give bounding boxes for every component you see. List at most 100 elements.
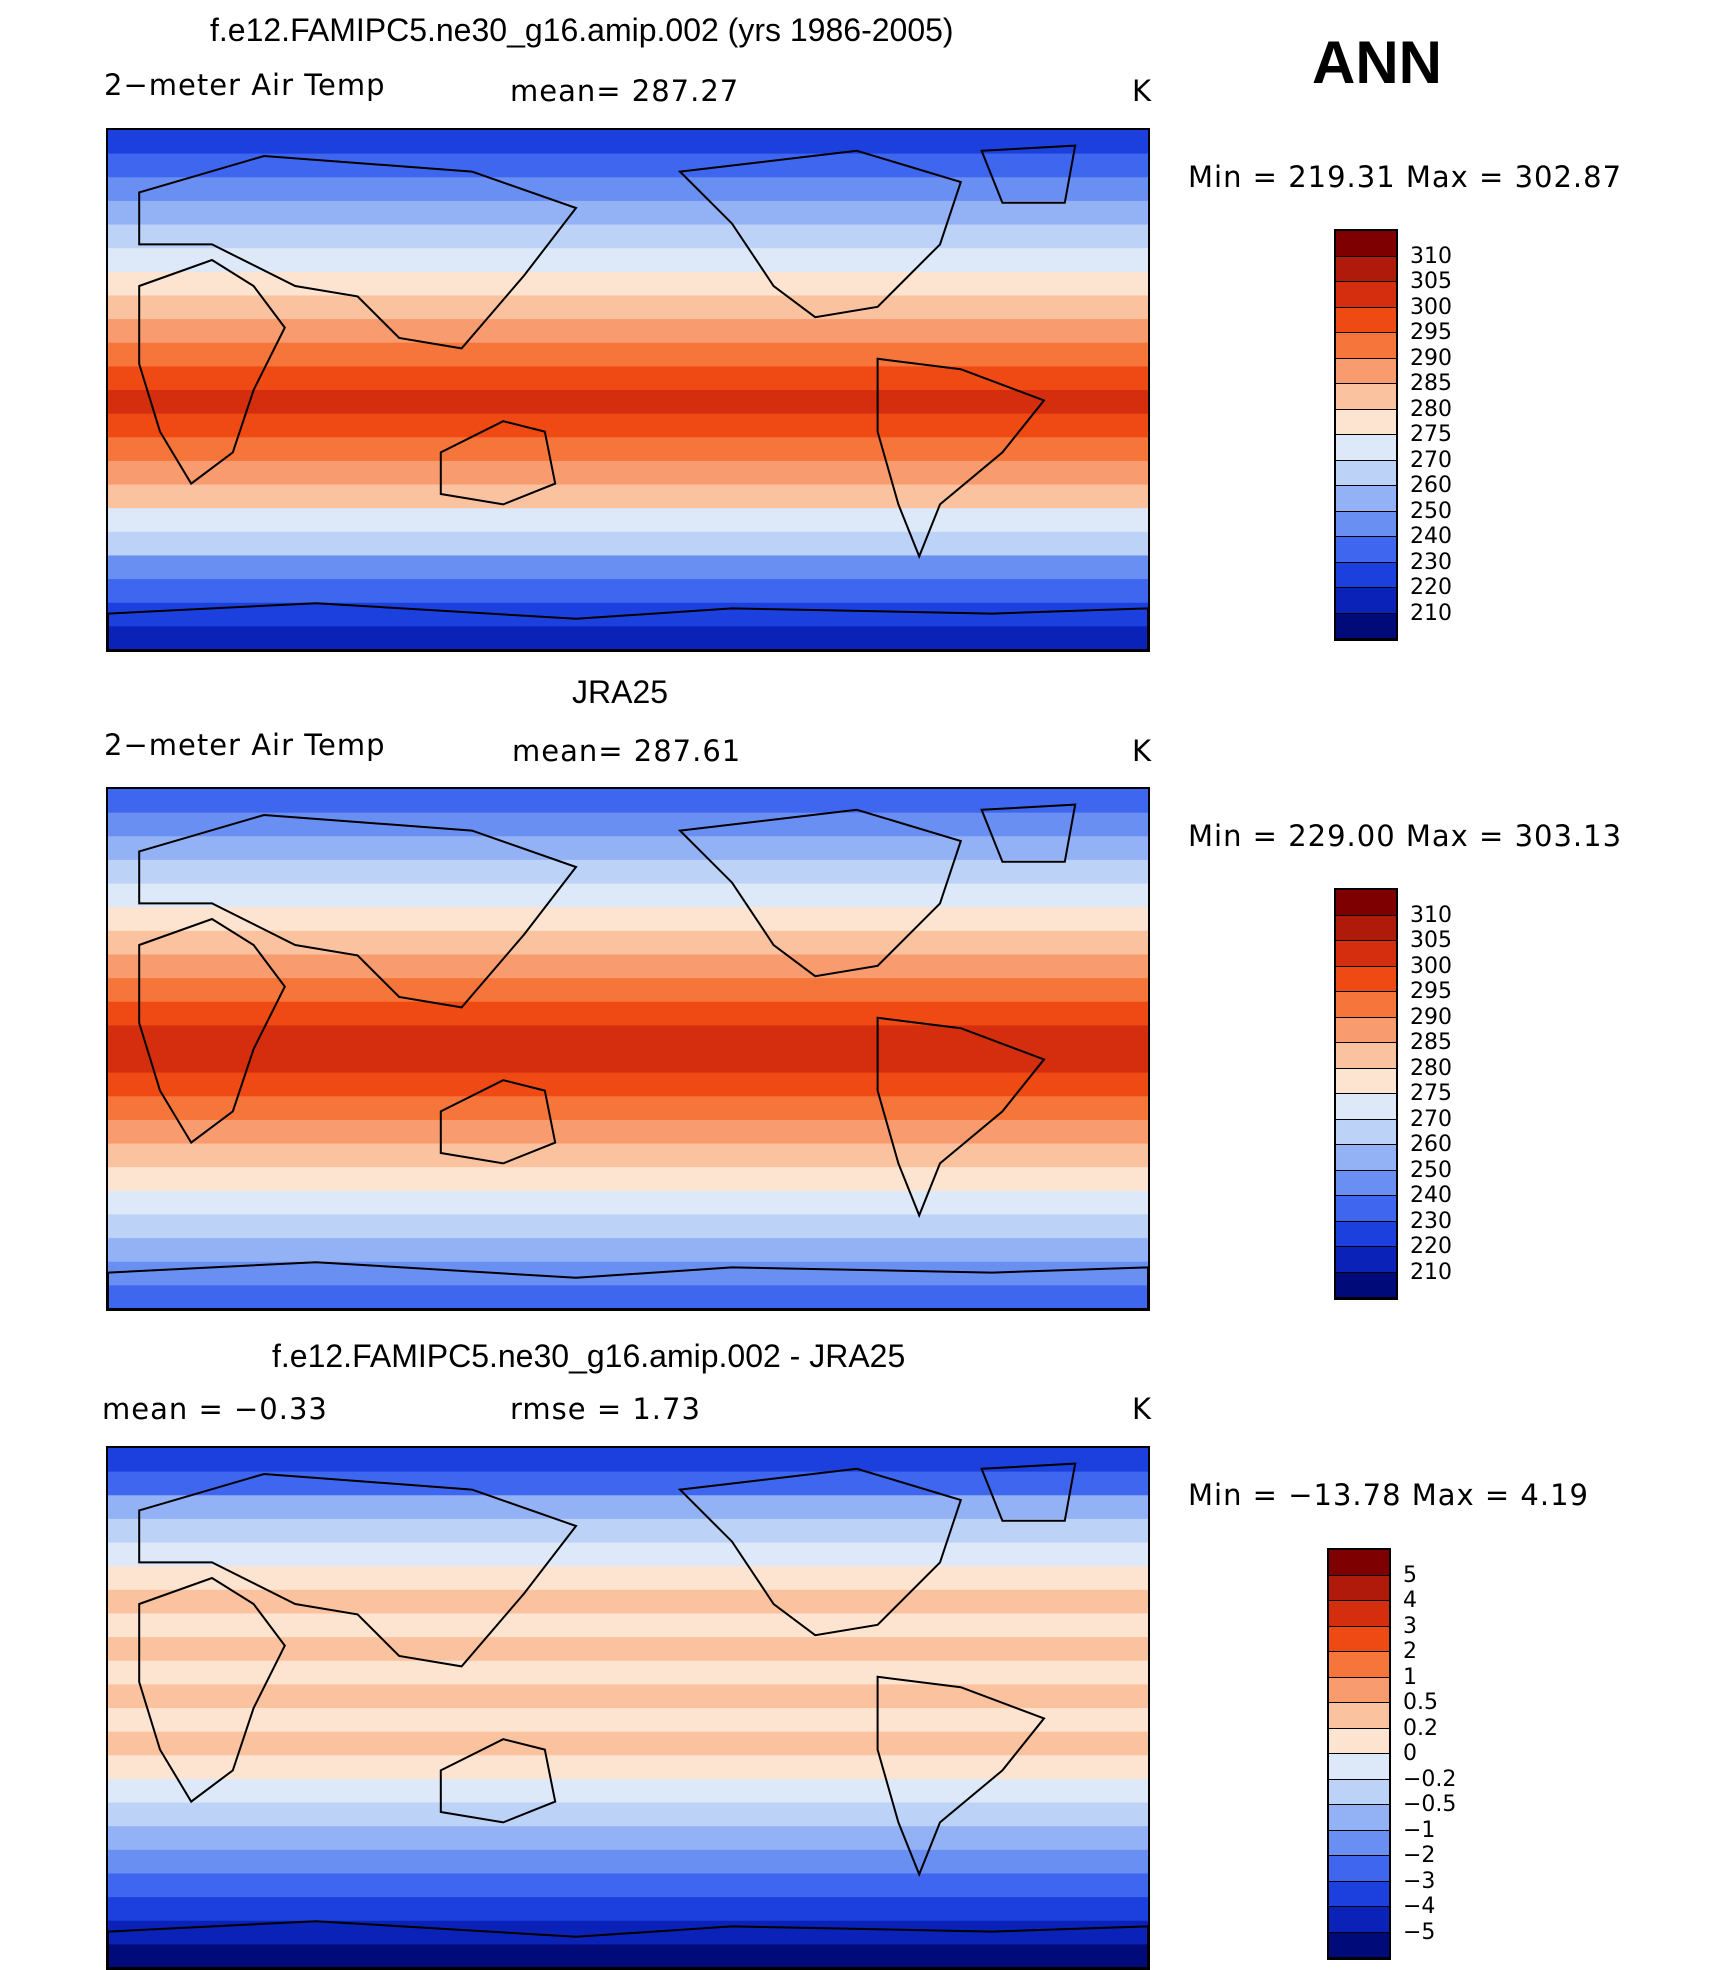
panel-2-units-label: K: [1132, 734, 1153, 768]
field-band: [108, 1119, 1148, 1145]
colorbar-swatch: [1329, 1601, 1389, 1627]
field-band: [108, 224, 1148, 250]
coastline: [876, 1675, 1046, 1878]
colorbar-tick-label: −0.2: [1403, 1766, 1457, 1792]
panel-1-field: [108, 130, 1148, 650]
panel-3-mean-label: mean = −0.33: [102, 1392, 328, 1426]
field-band: [108, 130, 1148, 155]
field-band: [108, 271, 1148, 297]
colorbar-swatch: [1336, 511, 1396, 537]
colorbar-tick-label: 4: [1403, 1588, 1417, 1613]
colorbar-tick-label: 300: [1410, 953, 1452, 979]
colorbar-swatch: [1336, 1170, 1396, 1196]
colorbar-swatch: [1336, 1017, 1396, 1043]
panel-1-variable-label: 2−meter Air Temp: [104, 68, 386, 102]
field-band: [108, 1613, 1148, 1639]
panel-3-title: f.e12.FAMIPC5.ne30_g16.amip.002 - JRA25: [272, 1338, 906, 1374]
colorbar-swatch: [1336, 231, 1396, 257]
coastline: [677, 1467, 963, 1637]
panel-1-minmax-label: Min = 219.31 Max = 302.87: [1188, 160, 1623, 194]
colorbar-swatch: [1336, 562, 1396, 588]
colorbar-tick-label: 285: [1410, 1030, 1452, 1055]
colorbar-tick-label: 220: [1410, 575, 1452, 600]
field-band: [108, 626, 1148, 650]
field-band: [108, 1167, 1148, 1192]
colorbar-tick-label: 250: [1410, 1157, 1452, 1183]
colorbar-swatch: [1329, 1728, 1389, 1754]
field-band: [108, 579, 1148, 604]
field-band: [108, 413, 1148, 439]
colorbar-swatch: [1329, 1550, 1389, 1576]
coastline: [439, 420, 557, 506]
colorbar-swatch: [1336, 1247, 1396, 1273]
field-band: [108, 1944, 1148, 1968]
colorbar-tick-label: 270: [1410, 1106, 1452, 1132]
field-band: [108, 1001, 1148, 1027]
panel-3-minmax-label: Min = −13.78 Max = 4.19: [1188, 1478, 1589, 1512]
colorbar-tick-label: −5: [1403, 1919, 1436, 1945]
panel-2-map: [106, 787, 1150, 1311]
coastline: [876, 357, 1046, 560]
coastline: [138, 813, 578, 1009]
colorbar-tick-label: 250: [1410, 498, 1452, 524]
panel-3-colorbar: 5 4 3 2 1 0.5 0.2 0 −0.2 −0.5 −1 −2 −3 −4 −5: [1327, 1548, 1456, 1960]
field-band: [108, 177, 1148, 202]
colorbar-tick-label: 0.2: [1403, 1715, 1438, 1741]
colorbar-swatch: [1329, 1830, 1389, 1856]
field-band: [108, 1143, 1148, 1169]
field-band: [108, 1025, 1148, 1050]
field-band: [108, 200, 1148, 226]
field-band: [108, 1897, 1148, 1922]
panel-1-colorbar: 310 305 300 295 290 285 280 275 270 260 250 240 230 2…: [1334, 229, 1452, 641]
colorbar-tick-label: 210: [1410, 600, 1452, 626]
colorbar-tick-label: 260: [1410, 473, 1452, 498]
colorbar-swatch: [1329, 1677, 1389, 1703]
colorbar-swatch: [1329, 1907, 1389, 1933]
field-band: [108, 883, 1148, 909]
field-band: [108, 1542, 1148, 1568]
field-band: [108, 1566, 1148, 1591]
panel-2-variable-label: 2−meter Air Temp: [104, 728, 386, 762]
field-band: [108, 1448, 1148, 1473]
colorbar-tick-label: 310: [1410, 902, 1452, 928]
colorbar-tick-label: 0: [1403, 1741, 1417, 1766]
colorbar-swatch: [1336, 333, 1396, 359]
field-band: [108, 342, 1148, 368]
colorbar-swatch: [1336, 256, 1396, 282]
colorbar-tick-label: 230: [1410, 549, 1452, 575]
colorbar-tick-label: 240: [1410, 524, 1452, 549]
colorbar-swatch: [1336, 1221, 1396, 1247]
field-band: [108, 859, 1148, 885]
field-band: [108, 1049, 1148, 1074]
field-band: [108, 1190, 1148, 1216]
colorbar-tick-label: 220: [1410, 1234, 1452, 1259]
panel-2-field: [108, 789, 1148, 1309]
coastline: [108, 1261, 1148, 1309]
coastline: [876, 1016, 1046, 1219]
coastline: [980, 803, 1077, 863]
coastline: [138, 1576, 286, 1804]
colorbar-swatch: [1336, 1196, 1396, 1222]
colorbar-tick-label: 280: [1410, 1055, 1452, 1081]
colorbar-swatch: [1336, 588, 1396, 614]
colorbar-swatch: [1336, 1043, 1396, 1069]
colorbar-tick-label: 275: [1410, 1081, 1452, 1106]
colorbar-tick-label: 270: [1410, 447, 1452, 473]
coastline: [980, 1462, 1077, 1522]
field-band: [108, 1826, 1148, 1851]
colorbar-swatch: [1329, 1856, 1389, 1882]
colorbar-tick-label: 3: [1403, 1613, 1417, 1639]
coastline: [980, 144, 1077, 204]
field-band: [108, 248, 1148, 273]
colorbar-tick-label: 290: [1410, 345, 1452, 371]
colorbar-swatch: [1336, 409, 1396, 435]
field-band: [108, 1755, 1148, 1780]
field-band: [108, 1072, 1148, 1098]
colorbar-tick-label: 0.5: [1403, 1690, 1438, 1715]
colorbar-swatch: [1336, 384, 1396, 410]
coastline: [439, 1738, 557, 1824]
colorbar-swatch: [1336, 537, 1396, 563]
colorbar-tick-label: 280: [1410, 396, 1452, 422]
colorbar-tick-label: 210: [1410, 1259, 1452, 1285]
colorbar-swatch: [1336, 307, 1396, 333]
